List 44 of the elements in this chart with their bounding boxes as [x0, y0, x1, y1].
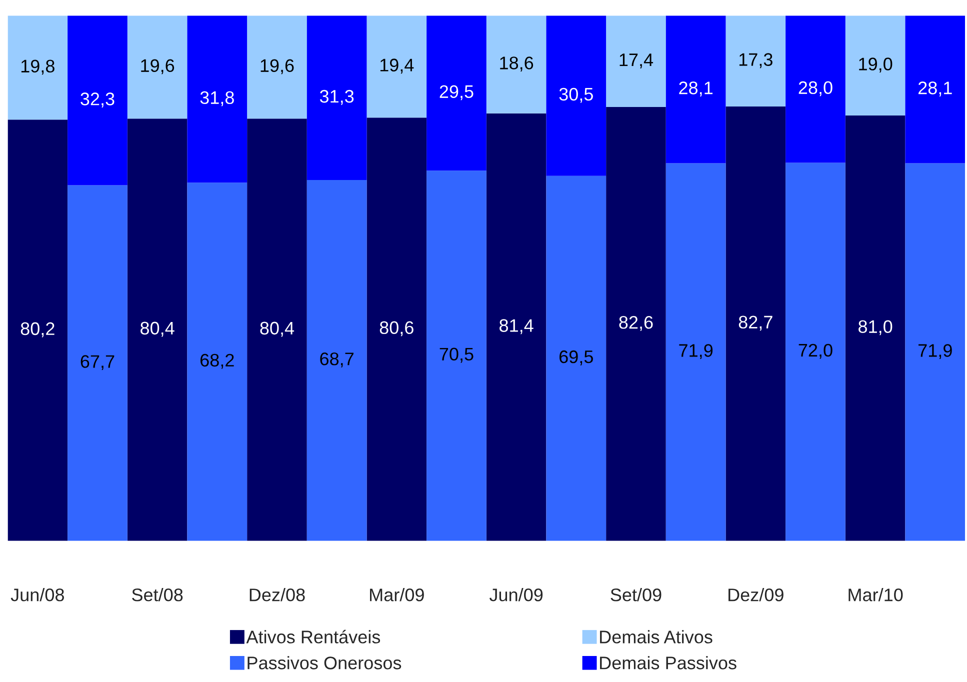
data-label: 80,4: [140, 322, 174, 337]
data-label: 68,7: [320, 352, 354, 368]
data-label: 71,9: [918, 344, 952, 360]
data-label: 18,6: [500, 56, 534, 72]
data-label: 17,3: [739, 53, 772, 68]
data-label: 17,4: [620, 54, 654, 68]
data-label: 32,3: [80, 92, 114, 108]
data-label: 80,4: [260, 322, 294, 337]
legend-label: Ativos Rentáveis: [246, 630, 380, 644]
data-label: 81,0: [858, 320, 892, 336]
data-label: 82,6: [619, 316, 653, 331]
x-tick-label: Mar/10: [848, 588, 903, 602]
legend-label: Passivos Onerosos: [248, 656, 402, 670]
data-label: 19,4: [380, 58, 414, 74]
data-label: 31,8: [200, 91, 234, 106]
legend-label: Demais Ativos: [600, 630, 712, 644]
x-tick-label: Dez/08: [250, 588, 305, 602]
data-label: 80,6: [380, 321, 414, 336]
data-label: 28,0: [798, 81, 832, 96]
data-label: 19,8: [21, 60, 54, 75]
data-label: 19,0: [859, 58, 892, 73]
x-tick-label: Jun/09: [489, 588, 543, 602]
data-label: 28,1: [679, 82, 713, 96]
data-label: 19,6: [141, 59, 174, 74]
legend-label: Demais Passivos: [600, 656, 736, 670]
data-label: 31,3: [320, 90, 354, 105]
data-label: 19,6: [260, 59, 294, 74]
data-label: 81,4: [500, 319, 534, 334]
data-label: 28,1: [918, 82, 952, 96]
x-tick-label: Jun/08: [10, 588, 64, 602]
data-label: 82,7: [738, 316, 772, 331]
data-label: 72,0: [798, 344, 832, 359]
data-label: 71,9: [679, 344, 713, 360]
x-tick-label: Mar/09: [370, 588, 424, 602]
data-label: 70,5: [440, 348, 474, 363]
data-label: 80,2: [20, 322, 54, 338]
data-label: 29,5: [440, 85, 474, 100]
x-tick-label: Set/09: [610, 588, 662, 602]
data-label: 68,2: [200, 354, 234, 369]
data-label: 69,5: [560, 350, 593, 366]
data-label: 30,5: [559, 88, 593, 103]
x-tick-label: Set/08: [132, 588, 183, 602]
data-label: 67,7: [80, 355, 114, 370]
x-tick-label: Dez/09: [728, 588, 784, 602]
